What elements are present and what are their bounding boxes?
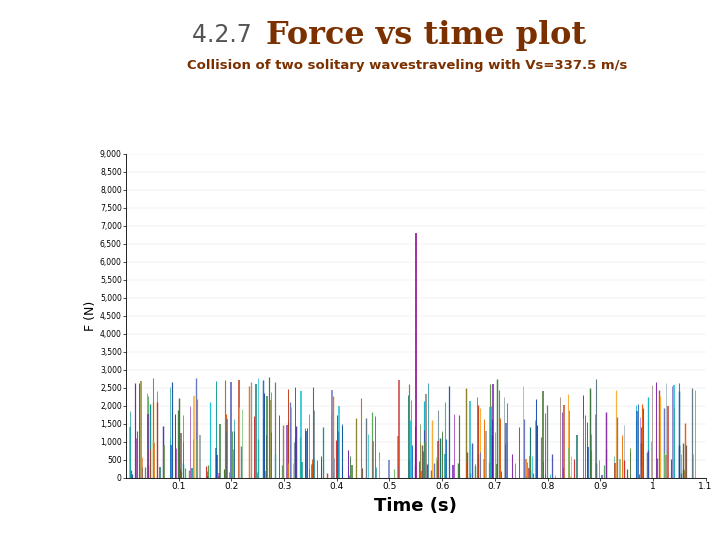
Text: Collision of two solitary wavestraveling with Vs=337.5 m/s: Collision of two solitary wavestraveling…	[186, 59, 627, 72]
Circle shape	[32, 0, 84, 227]
Text: 4.2.7: 4.2.7	[192, 23, 259, 47]
Y-axis label: F (N): F (N)	[84, 301, 97, 331]
X-axis label: Time (s): Time (s)	[374, 497, 457, 515]
Text: Force vs time plot: Force vs time plot	[266, 19, 587, 51]
